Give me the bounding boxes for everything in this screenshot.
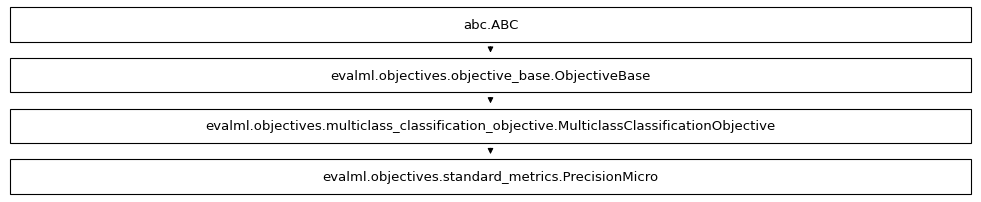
Text: abc.ABC: abc.ABC <box>463 19 518 32</box>
FancyBboxPatch shape <box>10 109 971 143</box>
Text: evalml.objectives.multiclass_classification_objective.MulticlassClassificationOb: evalml.objectives.multiclass_classificat… <box>205 120 776 133</box>
Text: evalml.objectives.standard_metrics.PrecisionMicro: evalml.objectives.standard_metrics.Preci… <box>323 170 658 183</box>
Text: evalml.objectives.objective_base.ObjectiveBase: evalml.objectives.objective_base.Objecti… <box>331 69 650 82</box>
FancyBboxPatch shape <box>10 160 971 194</box>
FancyBboxPatch shape <box>10 8 971 42</box>
FancyBboxPatch shape <box>10 59 971 93</box>
